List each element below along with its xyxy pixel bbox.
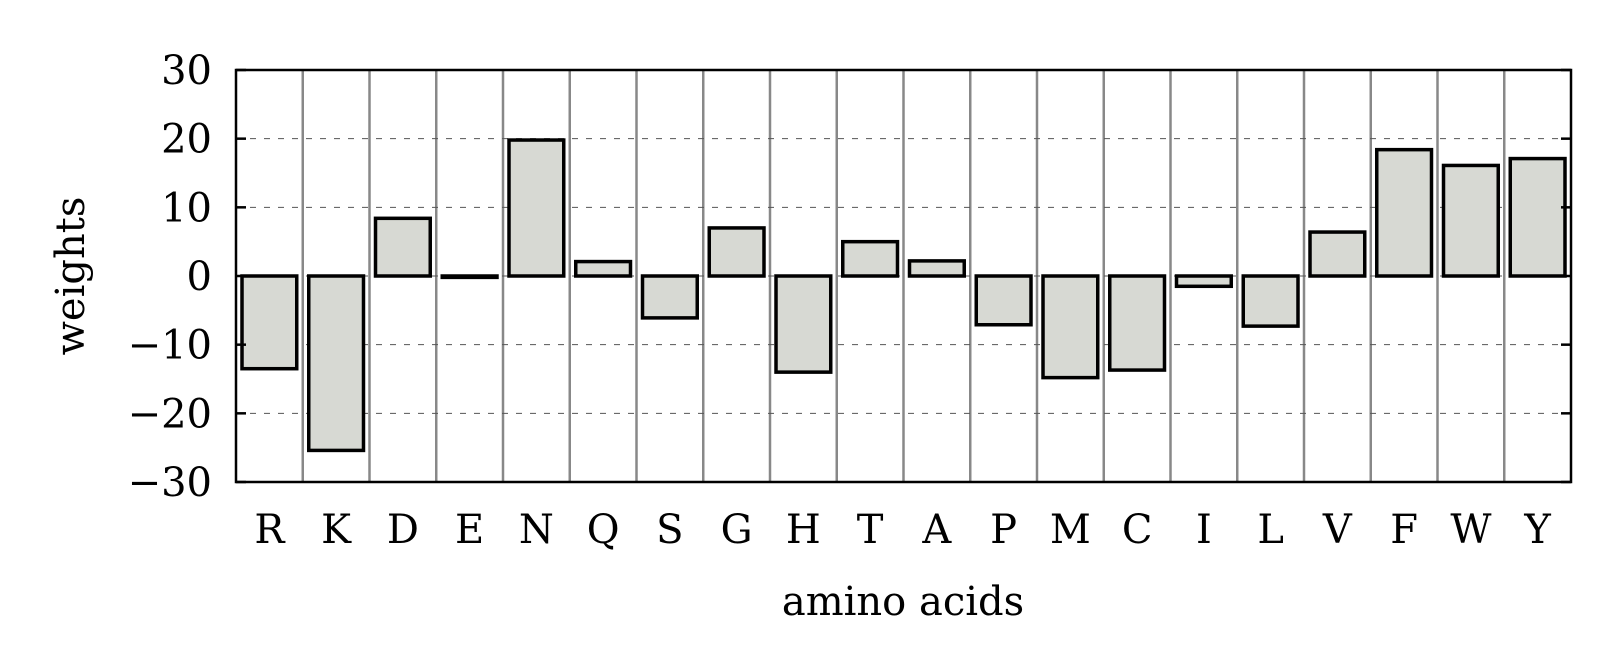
bar-D: [373, 216, 432, 278]
x-tick-label-A: A: [921, 507, 952, 553]
x-tick-label-K: K: [321, 507, 352, 553]
x-tick-label-I: I: [1196, 507, 1212, 553]
x-tick-label-T: T: [857, 507, 884, 553]
bar-L: [1241, 274, 1300, 328]
x-tick-label-N: N: [519, 507, 554, 553]
x-tick-label-Q: Q: [587, 507, 620, 553]
bar-Q: [574, 259, 633, 278]
bar-M: [1041, 274, 1100, 380]
x-tick-label-Y: Y: [1523, 507, 1551, 553]
bar-V: [1308, 230, 1367, 278]
x-tick-label-H: H: [786, 507, 821, 553]
bar-F: [1375, 147, 1434, 278]
y-tick-label: 10: [161, 185, 212, 231]
bar-S: [640, 274, 699, 320]
x-axis-label: amino acids: [782, 579, 1024, 625]
y-tick-label: −10: [128, 323, 212, 369]
y-axis-ticks: 30 20 10 0 −10 −20 −30: [128, 48, 1571, 506]
y-tick-label: 0: [187, 254, 212, 300]
y-tick-label: −20: [128, 391, 212, 437]
bar-T: [841, 239, 900, 278]
bar-H: [774, 274, 833, 374]
bar-W: [1441, 163, 1500, 278]
bar-N: [507, 138, 566, 278]
bar-A: [907, 259, 966, 278]
x-tick-label-E: E: [455, 507, 484, 553]
bar-G: [707, 226, 766, 278]
x-tick-label-L: L: [1257, 507, 1284, 553]
y-axis-label: weights: [48, 197, 94, 356]
bars: [240, 138, 1567, 453]
x-tick-label-S: S: [656, 507, 683, 553]
y-tick-label: 30: [161, 48, 212, 94]
bar-K: [307, 274, 366, 453]
x-tick-label-C: C: [1122, 507, 1153, 553]
x-tick-label-D: D: [387, 507, 419, 553]
x-tick-label-F: F: [1390, 507, 1418, 553]
bar-C: [1108, 274, 1167, 372]
x-tick-label-R: R: [254, 507, 286, 553]
y-tick-label: 20: [161, 117, 212, 163]
y-tick-label: −30: [128, 460, 212, 506]
bar-I: [1174, 274, 1233, 289]
bar-P: [974, 274, 1033, 327]
bar-Y: [1508, 156, 1567, 278]
bar-R: [240, 274, 299, 371]
x-tick-label-G: G: [721, 507, 753, 553]
bar-E: [440, 274, 499, 280]
x-tick-label-V: V: [1322, 507, 1353, 553]
x-tick-label-W: W: [1450, 507, 1491, 553]
x-tick-label-P: P: [990, 507, 1017, 553]
x-tick-label-M: M: [1050, 507, 1091, 553]
